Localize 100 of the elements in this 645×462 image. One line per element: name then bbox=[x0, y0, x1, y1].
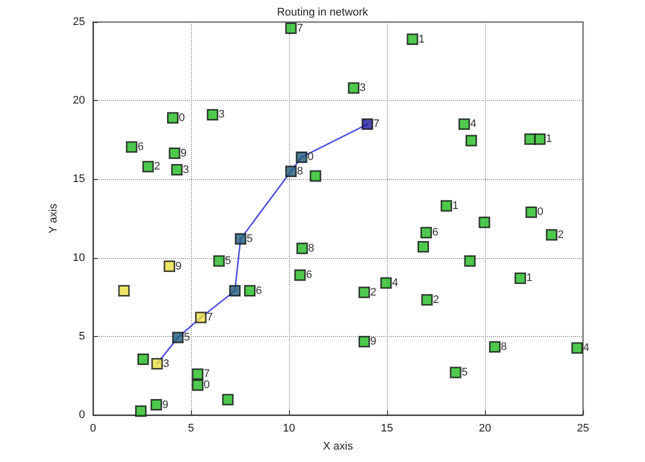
y-tick-label: 5 bbox=[78, 330, 85, 342]
point bbox=[229, 285, 241, 297]
point bbox=[418, 241, 430, 253]
annotation: 6 bbox=[138, 140, 144, 153]
y-tick-label: 10 bbox=[72, 252, 85, 264]
point bbox=[478, 216, 490, 228]
point bbox=[296, 242, 308, 254]
annotation: 3 bbox=[360, 82, 366, 94]
point bbox=[310, 170, 322, 182]
point bbox=[234, 233, 246, 245]
y-tick-label: 20 bbox=[72, 94, 85, 107]
point bbox=[126, 141, 138, 153]
point bbox=[466, 134, 478, 146]
point bbox=[362, 118, 374, 130]
annotation: 6 bbox=[432, 226, 438, 239]
annotation: 4 bbox=[392, 276, 398, 289]
annotation: 3 bbox=[163, 358, 170, 370]
annotation: 7 bbox=[204, 368, 210, 380]
point bbox=[167, 112, 179, 124]
annotation: 8 bbox=[500, 340, 507, 353]
annotation: 1 bbox=[546, 133, 552, 146]
point bbox=[534, 133, 546, 145]
point bbox=[171, 164, 183, 176]
point bbox=[168, 148, 180, 160]
y-tick-label: 0 bbox=[78, 409, 85, 421]
chart-title: Routing in network bbox=[276, 6, 369, 18]
point bbox=[358, 336, 370, 348]
annotation: 2 bbox=[154, 160, 160, 173]
annotation: 1 bbox=[526, 272, 532, 284]
point bbox=[440, 200, 452, 212]
annotation: 0 bbox=[204, 379, 210, 392]
annotation: 9 bbox=[370, 336, 376, 348]
annotation: 9 bbox=[180, 147, 187, 160]
point bbox=[358, 286, 370, 298]
point bbox=[137, 353, 149, 365]
point bbox=[458, 118, 470, 130]
annotation: 6 bbox=[306, 269, 312, 282]
point bbox=[244, 285, 256, 297]
annotation: 2 bbox=[370, 286, 376, 298]
point bbox=[135, 405, 147, 417]
annotation: 0 bbox=[178, 112, 185, 124]
annotation: 1 bbox=[452, 200, 459, 212]
annotation: 7 bbox=[296, 22, 304, 34]
annotation: 3 bbox=[182, 164, 190, 176]
point bbox=[406, 34, 418, 46]
y-axis-title: Y axis bbox=[48, 203, 60, 234]
point bbox=[213, 255, 225, 267]
annotation: 2 bbox=[432, 294, 440, 306]
point bbox=[192, 368, 204, 380]
point bbox=[285, 166, 297, 178]
point bbox=[526, 206, 538, 218]
point bbox=[206, 109, 218, 120]
x-tick-label: 0 bbox=[90, 422, 96, 434]
point bbox=[421, 294, 433, 306]
annotation: 0 bbox=[308, 151, 314, 164]
point bbox=[151, 358, 163, 370]
annotation: 9 bbox=[162, 398, 168, 411]
x-tick-label: 25 bbox=[576, 422, 590, 434]
annotation: 6 bbox=[256, 284, 262, 297]
x-axis-title: X axis bbox=[323, 440, 354, 452]
point bbox=[150, 399, 162, 411]
point bbox=[164, 260, 176, 272]
point bbox=[296, 151, 308, 163]
annotation: 2 bbox=[558, 228, 564, 241]
annotation: 5 bbox=[246, 232, 253, 245]
annotation: 5 bbox=[225, 254, 232, 267]
annotation: 8 bbox=[296, 165, 304, 178]
point bbox=[450, 366, 462, 378]
point bbox=[464, 255, 476, 267]
annotation: 7 bbox=[373, 118, 380, 130]
point bbox=[348, 82, 360, 94]
point bbox=[420, 226, 432, 238]
point bbox=[546, 229, 558, 241]
x-tick-label: 5 bbox=[188, 422, 194, 434]
annotation: 5 bbox=[462, 366, 468, 379]
point bbox=[142, 160, 154, 172]
annotation: 9 bbox=[175, 260, 182, 272]
y-tick-label: 25 bbox=[72, 16, 85, 28]
annotation: 3 bbox=[218, 108, 225, 121]
x-tick-label: 10 bbox=[282, 422, 296, 434]
point bbox=[571, 342, 583, 354]
annotation: 4 bbox=[583, 342, 590, 354]
point bbox=[489, 341, 501, 353]
point bbox=[294, 269, 306, 281]
annotation: 1 bbox=[418, 33, 425, 46]
annotation: 0 bbox=[537, 206, 544, 218]
y-tick-label: 15 bbox=[72, 173, 85, 186]
x-tick-label: 15 bbox=[380, 422, 394, 434]
annotation: 7 bbox=[206, 312, 213, 324]
point bbox=[514, 272, 526, 284]
annotation: 8 bbox=[308, 242, 314, 254]
annotation: 5 bbox=[184, 332, 190, 344]
point bbox=[192, 379, 204, 391]
point bbox=[285, 22, 297, 34]
x-tick-label: 20 bbox=[478, 422, 492, 434]
point bbox=[195, 312, 207, 324]
point bbox=[380, 277, 392, 289]
point bbox=[118, 285, 130, 297]
point bbox=[172, 332, 184, 344]
annotation: 4 bbox=[470, 118, 476, 130]
